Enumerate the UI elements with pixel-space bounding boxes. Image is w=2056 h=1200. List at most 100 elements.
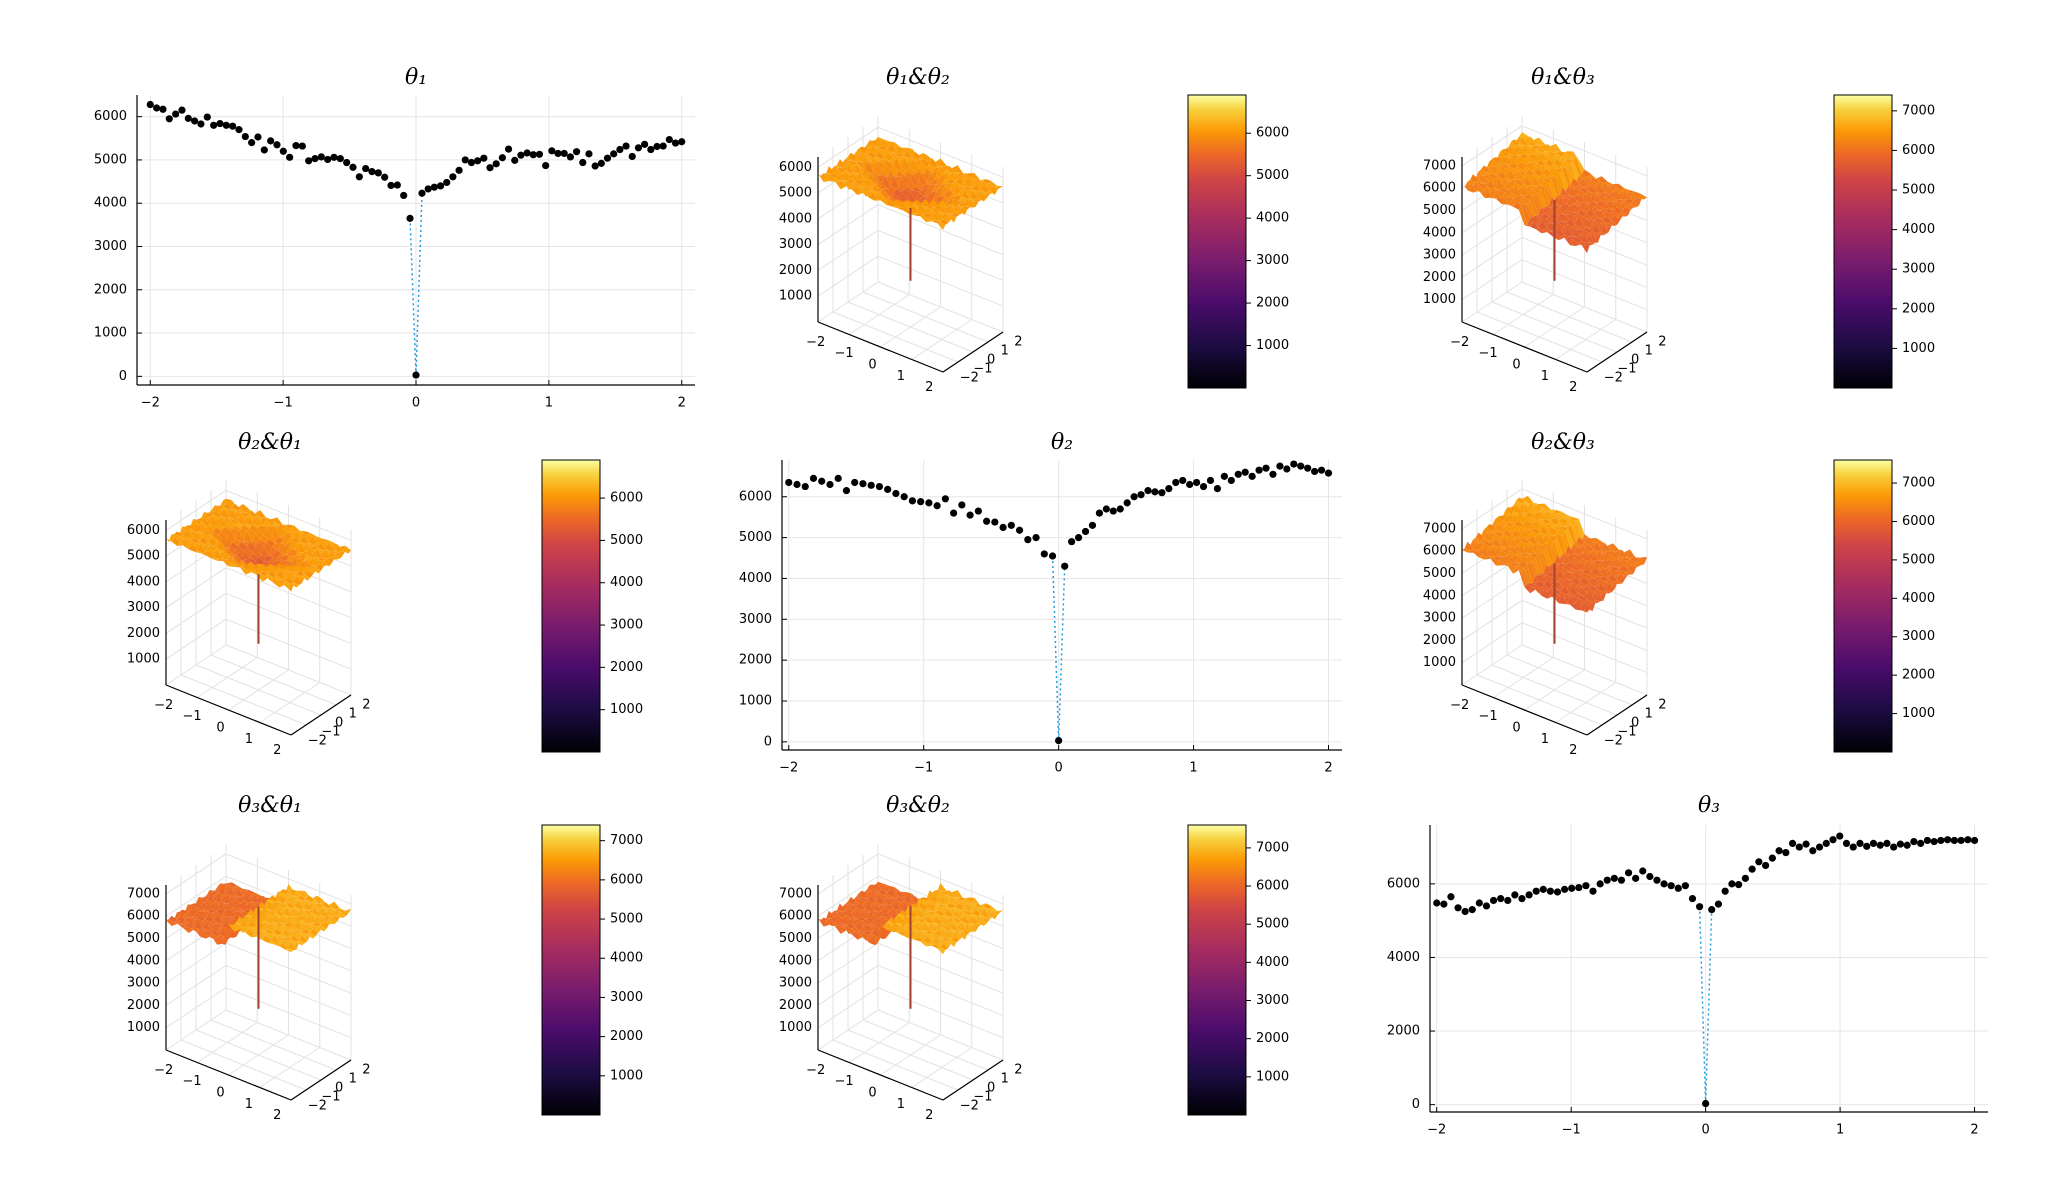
surface-facet <box>206 889 216 899</box>
surface-facet <box>229 500 238 508</box>
surface-facet <box>1528 162 1537 165</box>
surface-facet <box>1541 214 1550 219</box>
z-tick-label: 2000 <box>127 998 160 1013</box>
surface-facet <box>208 927 217 933</box>
surface-facet <box>862 174 872 182</box>
surface-facet <box>301 924 310 933</box>
surface-facet <box>1554 565 1564 574</box>
surface-facet <box>280 895 289 900</box>
data-point <box>349 163 357 171</box>
z-tick-label: 4000 <box>779 953 812 968</box>
surface-facet <box>226 884 235 893</box>
surface-facet <box>908 916 917 924</box>
surface-facet <box>185 922 195 929</box>
surface-facet <box>269 557 278 563</box>
surface-facet <box>246 517 255 526</box>
colorbar-tick-label: 3000 <box>610 990 643 1005</box>
surface-facet <box>279 942 288 950</box>
surface-facet <box>1594 218 1603 224</box>
surface-facet <box>1599 208 1609 212</box>
surface-facet <box>1588 194 1597 203</box>
surface-facet <box>232 510 241 518</box>
surface-facet <box>202 537 211 542</box>
surface-facet <box>218 902 227 905</box>
surface-facet <box>884 897 893 906</box>
surface-facet <box>216 928 226 933</box>
surface-facet <box>945 213 954 216</box>
surface-facet <box>898 152 907 156</box>
surface-facet <box>840 926 850 934</box>
surface-facet <box>975 185 984 190</box>
y-tick-label: 6000 <box>1387 876 1420 891</box>
z-tick-label: 2000 <box>1423 270 1456 285</box>
surface-facet <box>1577 586 1587 596</box>
surface-facet <box>241 524 250 531</box>
surface-facet <box>1484 179 1493 185</box>
surface-facet <box>1475 179 1485 184</box>
surface-facet <box>1590 178 1599 184</box>
surface-facet <box>863 180 872 189</box>
surface-facet <box>881 883 890 886</box>
surface-facet <box>846 923 855 929</box>
surface-facet <box>303 554 313 561</box>
surface-facet <box>1496 197 1505 205</box>
surface-facet <box>1635 558 1645 566</box>
surface-facet <box>1564 603 1573 605</box>
surface-facet <box>270 922 279 926</box>
surface-facet <box>950 923 959 931</box>
surface-facet <box>237 508 246 513</box>
x-tick-label: 1 <box>897 369 905 384</box>
surface-facet <box>989 186 998 195</box>
surface-facet <box>1478 169 1487 176</box>
surface-facet <box>1586 219 1595 224</box>
surface-facet <box>994 185 1003 188</box>
surface-facet <box>268 571 277 578</box>
surface-facet <box>1574 200 1583 206</box>
surface-facet <box>938 897 947 905</box>
surface-facet <box>283 526 292 534</box>
surface-facet <box>314 547 323 555</box>
surface-facet <box>204 894 213 899</box>
surface-facet <box>291 899 301 907</box>
surface-facet <box>1531 513 1540 521</box>
surface-facet <box>1464 541 1474 551</box>
surface-facet <box>294 890 303 899</box>
surface-facet <box>908 924 917 929</box>
surface-facet <box>1580 229 1590 238</box>
panel-r3c1: 1000200030004000500060007000−2−1012−2−10… <box>127 793 643 1123</box>
surface-facet <box>823 173 832 175</box>
surface-facet <box>1495 190 1505 198</box>
surface-facet <box>927 916 937 923</box>
data-point <box>616 145 624 154</box>
surface-facet <box>215 886 224 893</box>
y-tick-label: 2000 <box>739 653 772 668</box>
surface-facet <box>1559 162 1568 170</box>
data-point <box>1165 484 1173 493</box>
surface-facet <box>915 151 924 157</box>
surface-facet <box>1543 178 1552 184</box>
grid-line <box>210 654 337 706</box>
data-point <box>572 148 581 156</box>
surface-facet <box>894 915 903 921</box>
surface-facet <box>1515 195 1524 198</box>
surface-facet <box>1521 186 1530 196</box>
surface-facet <box>301 560 310 565</box>
surface-facet <box>1560 187 1569 197</box>
surface-facet <box>1522 159 1532 165</box>
data-point <box>1040 550 1048 558</box>
data-point <box>579 158 587 167</box>
surface-facet <box>966 190 976 196</box>
surface-facet <box>886 145 896 153</box>
surface-facet <box>234 888 244 898</box>
surface-facet <box>946 903 956 909</box>
surface-facet <box>205 551 215 559</box>
surface-facet <box>223 510 233 518</box>
surface-facet <box>1511 505 1520 508</box>
surface-facet <box>1588 560 1597 563</box>
surface-facet <box>1521 197 1530 205</box>
surface-facet <box>1554 168 1563 173</box>
surface-facet <box>1553 143 1562 153</box>
surface-facet <box>848 173 858 176</box>
surface-facet <box>315 926 324 933</box>
surface-facet <box>1498 548 1507 557</box>
